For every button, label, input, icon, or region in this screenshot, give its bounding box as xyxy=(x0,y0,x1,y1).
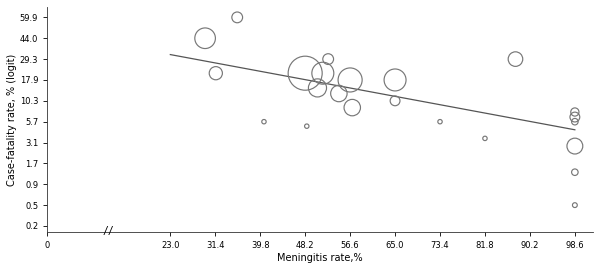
Point xyxy=(301,71,310,75)
Point xyxy=(259,120,269,124)
Point xyxy=(480,136,490,141)
Point xyxy=(313,86,322,90)
Point xyxy=(323,57,333,61)
X-axis label: Meningitis rate,%: Meningitis rate,% xyxy=(277,253,363,263)
Point xyxy=(511,57,520,61)
Point xyxy=(435,120,445,124)
Point xyxy=(570,170,580,174)
Point xyxy=(302,124,311,128)
Point xyxy=(570,120,580,124)
Point xyxy=(570,110,580,114)
Point xyxy=(570,203,580,207)
Point xyxy=(200,36,210,40)
Point xyxy=(570,115,580,119)
Point xyxy=(334,91,344,96)
Point xyxy=(318,71,328,75)
Point xyxy=(390,99,400,103)
Point xyxy=(390,78,400,82)
Point xyxy=(211,71,221,75)
Y-axis label: Case-fatality rate, % (logit): Case-fatality rate, % (logit) xyxy=(7,53,17,186)
Text: //: // xyxy=(103,226,115,236)
Point xyxy=(346,78,355,82)
Point xyxy=(347,105,357,110)
Point xyxy=(232,15,242,19)
Point xyxy=(570,144,580,148)
